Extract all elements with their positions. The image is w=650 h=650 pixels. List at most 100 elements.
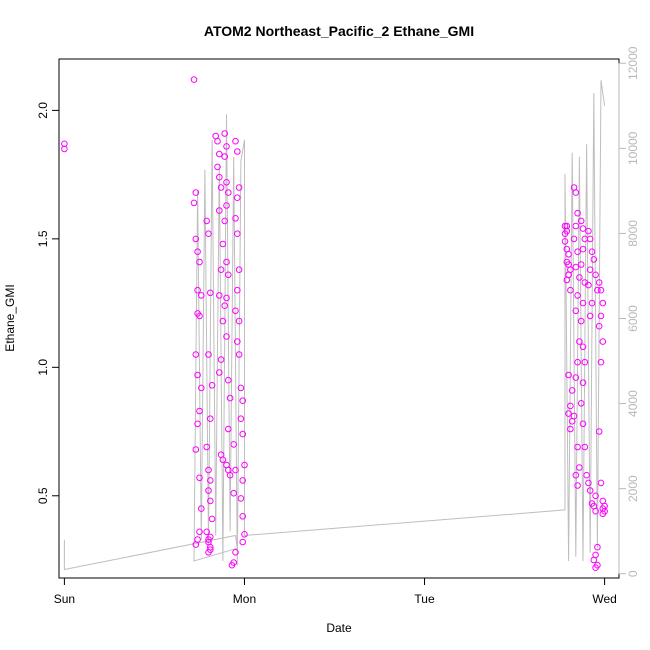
data-point [574, 443, 581, 451]
data-point [237, 495, 245, 502]
data-point [239, 397, 246, 405]
data-point [563, 222, 571, 230]
data-point [239, 430, 246, 438]
data-point [594, 286, 601, 294]
data-point [208, 515, 216, 523]
data-point [216, 150, 223, 158]
data-point [572, 307, 580, 315]
y-right-tick-label: 0 [626, 570, 640, 577]
data-point [232, 466, 239, 474]
data-point [574, 248, 581, 255]
data-point [225, 425, 232, 433]
data-point [585, 281, 592, 289]
data-point [592, 271, 599, 279]
data-point [597, 358, 605, 366]
data-point [239, 538, 246, 546]
data-point [216, 292, 223, 299]
data-point [579, 343, 587, 351]
data-point [599, 299, 607, 307]
data-point [217, 266, 225, 274]
altitude-line [63, 80, 606, 571]
data-point [235, 266, 243, 274]
x-tick-label: Sun [54, 592, 75, 606]
data-point [579, 225, 587, 232]
data-point [225, 189, 232, 196]
data-point [597, 312, 605, 320]
data-point [234, 148, 241, 155]
data-point [61, 145, 68, 153]
data-point [241, 531, 248, 538]
y-axis-label: Ethane_GMI [3, 284, 17, 351]
data-point [595, 428, 603, 435]
data-point [223, 333, 230, 340]
data-point [235, 184, 243, 191]
data-point [228, 561, 236, 569]
data-point [597, 286, 605, 294]
data-point [567, 425, 574, 433]
points-layer [61, 76, 608, 572]
data-point [239, 477, 246, 484]
data-point [207, 477, 214, 484]
data-point [577, 261, 585, 268]
data-point [234, 194, 241, 201]
data-point [576, 338, 583, 345]
data-point [592, 507, 599, 515]
data-point [223, 258, 230, 266]
data-point [194, 248, 201, 255]
data-point [219, 456, 227, 464]
data-point [192, 446, 200, 453]
data-point [198, 292, 205, 299]
data-point [586, 487, 594, 494]
data-point [574, 482, 581, 489]
data-point [235, 351, 243, 358]
data-point [588, 299, 596, 307]
data-point [594, 543, 601, 551]
data-point [574, 292, 581, 299]
data-point [597, 479, 605, 487]
data-point [232, 549, 239, 556]
data-point [196, 258, 203, 266]
altitude-line-layer [63, 80, 606, 571]
data-point [565, 371, 572, 379]
data-point [223, 294, 230, 302]
data-point [225, 376, 232, 384]
data-point [223, 202, 230, 209]
data-point [586, 312, 594, 320]
data-point [225, 271, 232, 279]
data-point [221, 153, 228, 160]
data-point [572, 222, 580, 230]
data-point [565, 410, 572, 417]
data-point [192, 541, 200, 548]
data-point [585, 227, 592, 235]
data-point [207, 543, 214, 551]
data-point [226, 394, 234, 402]
data-point [192, 189, 200, 196]
data-point [203, 217, 210, 225]
data-point [226, 471, 234, 479]
data-point [583, 471, 590, 479]
y-right-tick-label: 12000 [626, 46, 640, 80]
data-point [565, 261, 572, 268]
data-point [595, 279, 603, 286]
data-point [234, 230, 241, 237]
data-point [223, 143, 230, 150]
y-right-tick-label: 10000 [626, 131, 640, 165]
chart-title: ATOM2 Northeast_Pacific_2 Ethane_GMI [204, 23, 474, 39]
data-point [579, 299, 587, 307]
data-point [205, 351, 212, 358]
data-point [599, 510, 607, 518]
data-point [561, 230, 569, 237]
y-tick-label: 0.5 [36, 487, 50, 504]
data-point [595, 322, 603, 330]
data-point [561, 238, 569, 245]
data-point [592, 492, 599, 500]
data-point [572, 471, 580, 479]
data-point [219, 317, 227, 325]
data-point [232, 215, 239, 222]
data-point [563, 245, 571, 253]
data-point [234, 338, 241, 345]
data-point [572, 189, 580, 196]
data-point [61, 140, 68, 148]
